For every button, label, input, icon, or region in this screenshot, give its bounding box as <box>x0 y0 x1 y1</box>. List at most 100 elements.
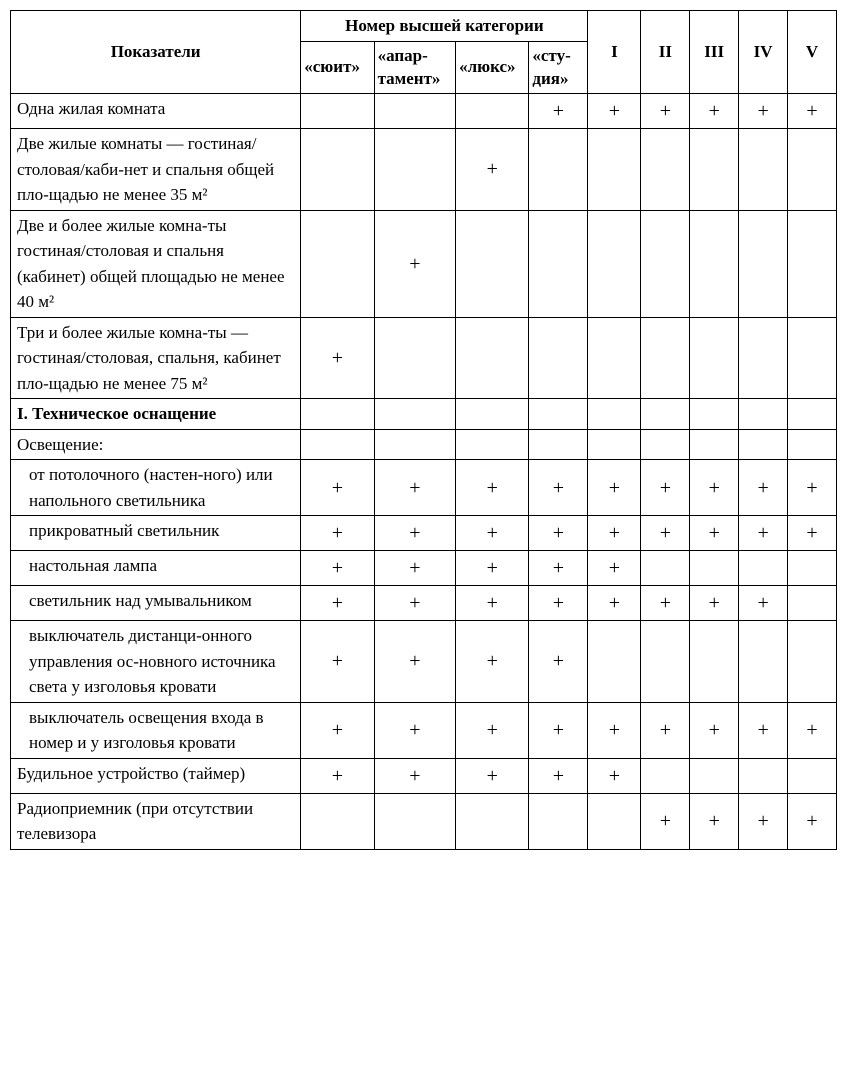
cell-mark <box>788 317 837 399</box>
cell-mark <box>788 429 837 460</box>
cell-mark: + <box>301 758 374 793</box>
cell-mark <box>690 129 739 211</box>
cell-mark <box>788 758 837 793</box>
table-row: светильник над умывальником++++++++ <box>11 586 837 621</box>
cell-mark: + <box>739 702 788 758</box>
cell-mark <box>641 429 690 460</box>
cell-mark: + <box>690 793 739 849</box>
cell-mark <box>301 94 374 129</box>
cell-mark <box>690 758 739 793</box>
cell-mark: + <box>588 758 641 793</box>
cell-mark: + <box>529 94 588 129</box>
cell-mark: + <box>456 758 529 793</box>
cell-mark: + <box>301 702 374 758</box>
cell-mark: + <box>739 516 788 551</box>
table-row: прикроватный светильник+++++++++ <box>11 516 837 551</box>
cell-mark <box>739 758 788 793</box>
table-row: от потолочного (настен-ного) или напольн… <box>11 460 837 516</box>
cell-mark: + <box>529 586 588 621</box>
table-row: Три и более жилые комна-ты — гостиная/ст… <box>11 317 837 399</box>
cell-mark <box>588 129 641 211</box>
cell-mark <box>788 586 837 621</box>
cell-mark: + <box>788 94 837 129</box>
table-row: настольная лампа+++++ <box>11 551 837 586</box>
cell-mark <box>641 758 690 793</box>
cell-mark: + <box>374 621 455 703</box>
cell-mark: + <box>301 551 374 586</box>
cell-mark <box>739 210 788 317</box>
row-label: от потолочного (настен-ного) или напольн… <box>11 460 301 516</box>
cell-mark <box>374 429 455 460</box>
header-III: III <box>690 11 739 94</box>
cell-mark <box>529 399 588 430</box>
cell-mark: + <box>588 586 641 621</box>
cell-mark <box>301 399 374 430</box>
cell-mark: + <box>690 586 739 621</box>
row-label: Две жилые комнаты — гостиная/столовая/ка… <box>11 129 301 211</box>
cell-mark: + <box>301 621 374 703</box>
table-row: Одна жилая комната++++++ <box>11 94 837 129</box>
cell-mark <box>374 793 455 849</box>
cell-mark: + <box>456 129 529 211</box>
cell-mark: + <box>301 317 374 399</box>
cell-mark: + <box>739 586 788 621</box>
header-V: V <box>788 11 837 94</box>
cell-mark: + <box>788 702 837 758</box>
cell-mark <box>301 429 374 460</box>
cell-mark: + <box>588 551 641 586</box>
cell-mark: + <box>690 94 739 129</box>
cell-mark <box>301 129 374 211</box>
cell-mark: + <box>588 516 641 551</box>
cell-mark <box>374 129 455 211</box>
cell-mark: + <box>374 210 455 317</box>
cell-mark: + <box>529 516 588 551</box>
cell-mark: + <box>641 94 690 129</box>
cell-mark <box>641 551 690 586</box>
cell-mark <box>739 621 788 703</box>
cell-mark <box>641 129 690 211</box>
subhead-apartment: «апар-тамент» <box>374 41 455 94</box>
cell-mark: + <box>456 621 529 703</box>
cell-mark: + <box>374 460 455 516</box>
cell-mark <box>690 621 739 703</box>
cell-mark <box>374 317 455 399</box>
cell-mark <box>690 399 739 430</box>
cell-mark: + <box>456 551 529 586</box>
cell-mark: + <box>739 793 788 849</box>
row-label: Одна жилая комната <box>11 94 301 129</box>
cell-mark <box>739 551 788 586</box>
cell-mark <box>456 429 529 460</box>
cell-mark: + <box>641 516 690 551</box>
row-label: настольная лампа <box>11 551 301 586</box>
cell-mark <box>374 399 455 430</box>
cell-mark <box>529 429 588 460</box>
row-label: I. Техническое оснащение <box>11 399 301 430</box>
cell-mark <box>641 317 690 399</box>
cell-mark: + <box>374 586 455 621</box>
cell-mark: + <box>690 460 739 516</box>
cell-mark: + <box>588 94 641 129</box>
cell-mark: + <box>690 516 739 551</box>
cell-mark <box>641 210 690 317</box>
row-label: выключатель дистанци-онного управления о… <box>11 621 301 703</box>
cell-mark <box>456 399 529 430</box>
cell-mark: + <box>374 758 455 793</box>
cell-mark: + <box>301 516 374 551</box>
cell-mark: + <box>739 460 788 516</box>
cell-mark: + <box>374 702 455 758</box>
header-II: II <box>641 11 690 94</box>
cell-mark: + <box>641 586 690 621</box>
cell-mark <box>788 210 837 317</box>
cell-mark: + <box>739 94 788 129</box>
cell-mark <box>788 129 837 211</box>
cell-mark <box>588 621 641 703</box>
cell-mark <box>588 317 641 399</box>
cell-mark: + <box>690 702 739 758</box>
cell-mark: + <box>456 702 529 758</box>
cell-mark: + <box>641 460 690 516</box>
cell-mark <box>456 317 529 399</box>
header-IV: IV <box>739 11 788 94</box>
cell-mark: + <box>588 702 641 758</box>
table-row: Две и более жилые комна-ты гостиная/стол… <box>11 210 837 317</box>
header-group-highest: Номер высшей категории <box>301 11 588 42</box>
